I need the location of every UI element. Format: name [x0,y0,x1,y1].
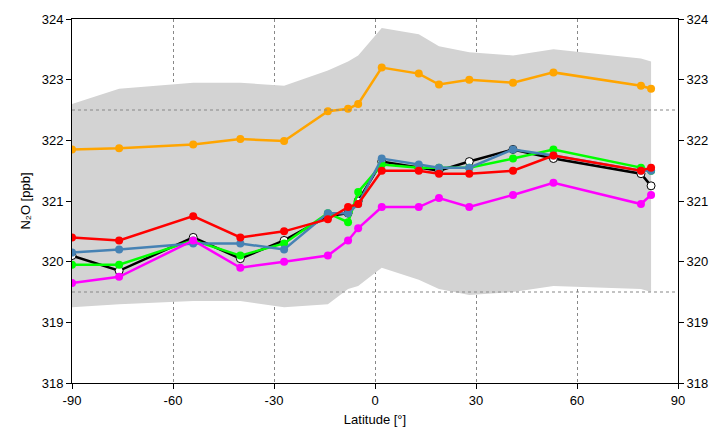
svg-text:-90: -90 [63,393,82,408]
svg-text:323: 323 [42,72,64,87]
svg-text:318: 318 [687,376,709,391]
svg-text:0: 0 [371,393,378,408]
svg-text:320: 320 [687,254,709,269]
svg-text:N₂O [ppb]: N₂O [ppb] [18,172,33,229]
svg-text:60: 60 [570,393,584,408]
svg-text:-30: -30 [265,393,284,408]
svg-text:90: 90 [671,393,685,408]
svg-text:319: 319 [687,315,709,330]
svg-text:322: 322 [687,133,709,148]
svg-text:324: 324 [42,12,64,27]
svg-text:323: 323 [687,72,709,87]
svg-text:321: 321 [42,194,64,209]
svg-text:320: 320 [42,254,64,269]
svg-text:321: 321 [687,194,709,209]
svg-text:322: 322 [42,133,64,148]
svg-text:319: 319 [42,315,64,330]
svg-text:30: 30 [469,393,483,408]
svg-text:318: 318 [42,376,64,391]
svg-text:324: 324 [687,12,709,27]
svg-text:-60: -60 [164,393,183,408]
svg-text:Latitude [°]: Latitude [°] [344,412,406,427]
